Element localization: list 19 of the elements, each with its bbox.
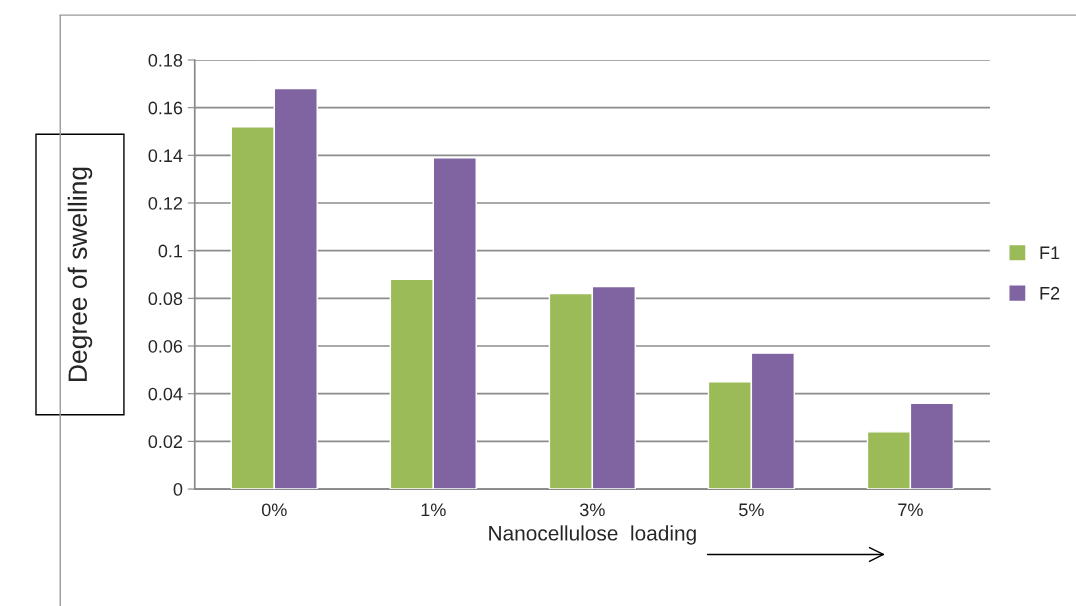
y-tick-label: 0.04 xyxy=(148,387,183,401)
y-tick-label: 0.12 xyxy=(148,196,183,210)
x-tick-label: 7% xyxy=(898,503,923,517)
legend-label: F2 xyxy=(1040,286,1060,300)
x-tick-label: 5% xyxy=(739,503,764,517)
y-tick-label: 0.06 xyxy=(148,339,183,353)
y-tick-label: 0.02 xyxy=(148,435,183,449)
y-tick-label: 0.1 xyxy=(158,244,183,258)
x-axis-title: Nanocellulose loading xyxy=(489,525,696,545)
y-tick-label: 0.08 xyxy=(148,292,183,306)
x-tick-label: 0% xyxy=(261,503,287,517)
y-tick-label: 0.18 xyxy=(148,53,183,67)
x-tick-label: 1% xyxy=(421,503,446,517)
y-tick-label: 0.16 xyxy=(148,101,183,115)
y-tick-label: 0 xyxy=(173,482,183,496)
legend-label: F1 xyxy=(1040,246,1060,260)
y-axis-title: Degree of swelling xyxy=(67,167,93,381)
x-tick-label: 3% xyxy=(579,503,605,517)
y-tick-label: 0.14 xyxy=(148,149,183,163)
